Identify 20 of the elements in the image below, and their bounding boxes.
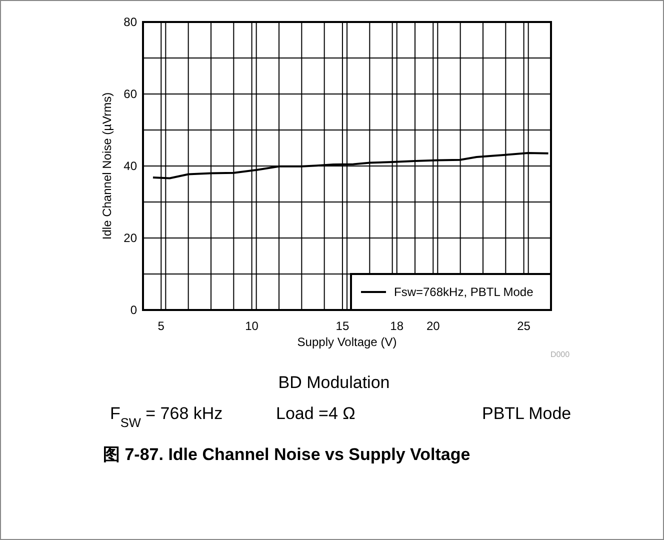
- text: Load =4 Ω: [276, 404, 356, 423]
- x-tick-label: 20: [426, 319, 440, 333]
- text: PBTL Mode: [482, 404, 572, 423]
- text: F$_{SW}$ = 768 kHz: [110, 404, 223, 430]
- text: BD Modulation: [278, 373, 390, 392]
- y-tick-label: 20: [124, 231, 138, 246]
- y-tick-label: 0: [130, 303, 138, 318]
- y-tick-label: 80: [124, 15, 138, 30]
- x-tick-label: 18: [390, 319, 404, 333]
- legend-label: Fsw=768kHz, PBTL Mode: [394, 285, 534, 300]
- x-axis-title: Supply Voltage (V): [297, 335, 397, 349]
- y-tick-label: 60: [124, 87, 138, 102]
- y-axis-title: Idle Channel Noise (µVrms): [100, 92, 114, 240]
- x-tick-label: 5: [158, 319, 165, 333]
- x-tick-label: 25: [517, 319, 531, 333]
- y-tick-label: 40: [124, 159, 138, 174]
- x-tick-label: 15: [336, 319, 350, 333]
- text: 图 7-87. Idle Channel Noise vs Supply Voltage: [103, 445, 470, 464]
- text: D000: [550, 350, 570, 359]
- x-tick-label: 10: [245, 319, 259, 333]
